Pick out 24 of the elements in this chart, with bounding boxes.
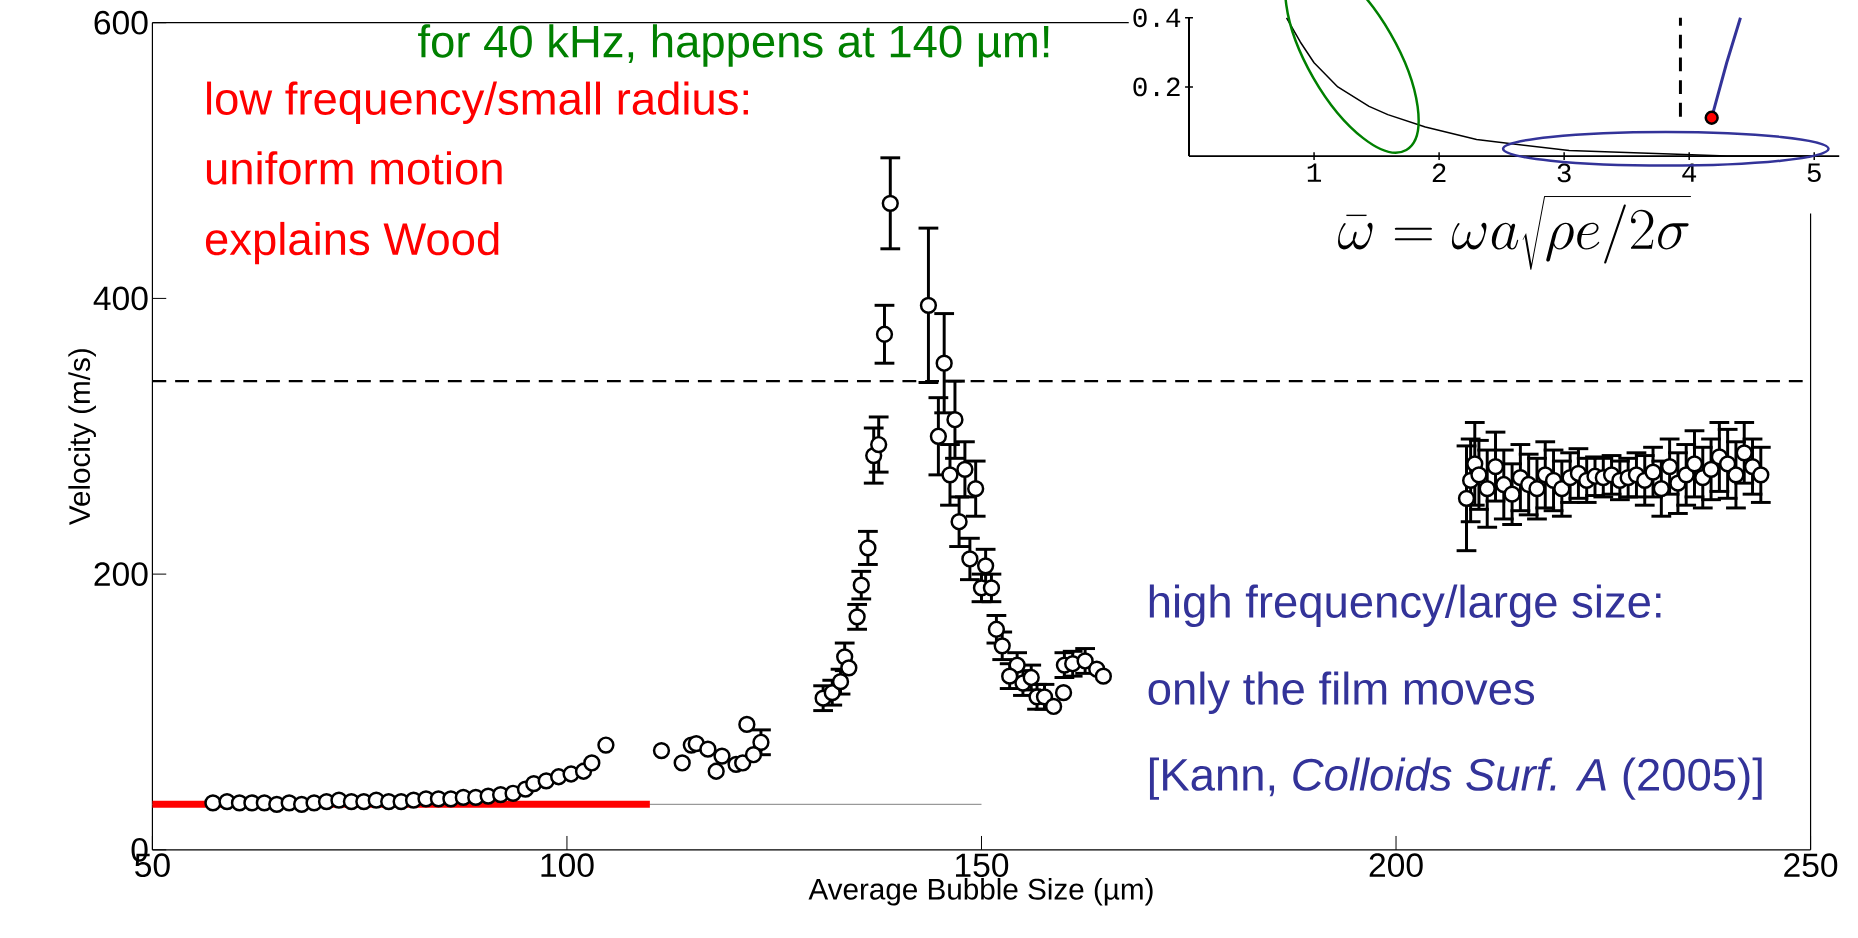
x-tick-label: 100 xyxy=(541,853,594,878)
annotation: [Kann, Colloids Surf. A (2005)] xyxy=(1149,757,1762,800)
annotation: explains Wood xyxy=(205,222,499,265)
y-tick-label: 0.2 xyxy=(1133,77,1180,97)
y-tick-label: 600 xyxy=(94,10,148,35)
x-axis-title: Average Bubble Size (µm) xyxy=(808,878,1153,906)
x-tick-label: 3 xyxy=(1557,163,1571,183)
x-axis-title: $\bar{\omega} = \omega a\sqrt{\rho e/2\sigma}$ xyxy=(1338,196,1691,270)
x-tick-label: 1 xyxy=(1307,163,1322,182)
x-tick-label: 150 xyxy=(956,853,1009,878)
x-tick-label: 200 xyxy=(1369,853,1423,878)
annotation: only the film moves xyxy=(1148,671,1535,714)
x-tick-label: 4 xyxy=(1682,163,1697,182)
x-tick-label: 2 xyxy=(1432,163,1446,183)
annotation: uniform motion xyxy=(206,151,502,185)
y-tick-label: 0.4 xyxy=(1133,8,1181,28)
x-tick-label: 250 xyxy=(1784,853,1838,878)
y-tick-label: 200 xyxy=(94,562,148,587)
y-axis-title: Velocity (m/s) xyxy=(68,349,96,526)
annotation: low frequency/small radius: xyxy=(207,81,748,125)
y-tick-label: 400 xyxy=(93,286,148,311)
x-tick-label: 5 xyxy=(1807,163,1821,183)
annotation: high frequency/large size: xyxy=(1149,584,1661,628)
annotation: for 40 kHz, happens at 140 µm! xyxy=(418,24,1049,67)
